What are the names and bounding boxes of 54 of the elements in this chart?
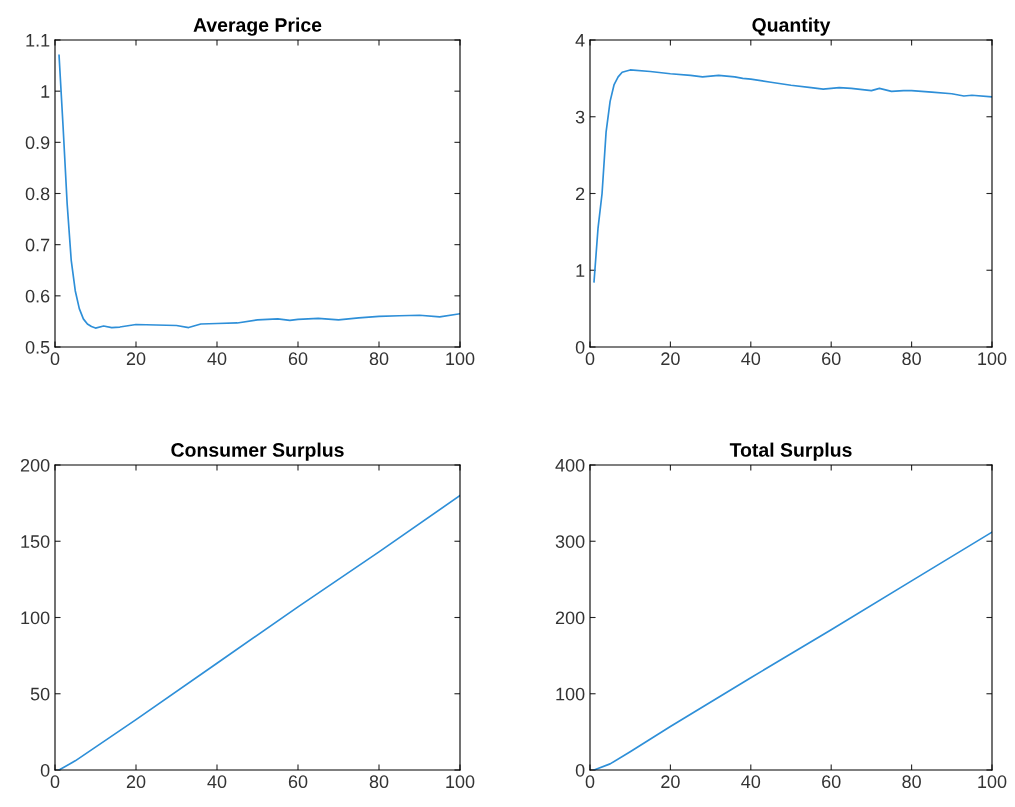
x-tick-label: 80 — [369, 775, 389, 789]
y-tick-label: 1.1 — [26, 34, 50, 47]
y-tick-label: 200 — [20, 458, 50, 472]
y-tick-label: 1 — [576, 264, 585, 277]
chart-title: Average Price — [193, 17, 322, 36]
x-tick-label: 100 — [978, 352, 1007, 366]
y-tick-label: 0.9 — [25, 136, 50, 150]
y-tick-label: 4 — [575, 34, 585, 47]
x-tick-label: 80 — [369, 352, 389, 366]
y-tick-label: 100 — [21, 611, 50, 625]
line-series — [593, 531, 992, 770]
x-tick-label: 40 — [207, 775, 227, 789]
y-tick-label: 2 — [576, 187, 585, 201]
x-tick-label: 100 — [446, 352, 475, 366]
x-tick-label: 40 — [741, 775, 761, 789]
x-tick-label: 20 — [126, 352, 146, 366]
x-tick-label: 0 — [585, 352, 595, 366]
chart-title: Total Surplus — [729, 442, 852, 461]
chart-title: Quantity — [752, 17, 831, 36]
y-tick-label: 0.5 — [25, 340, 50, 354]
y-tick-label: 150 — [21, 535, 50, 548]
y-tick-label: 0 — [575, 340, 585, 354]
x-tick-label: 20 — [661, 775, 680, 789]
chart-title: Consumer Surplus — [171, 442, 344, 461]
y-tick-label: 1 — [41, 85, 50, 98]
x-tick-label: 40 — [741, 352, 761, 366]
line-series — [593, 69, 992, 283]
x-tick-label: 80 — [902, 775, 921, 789]
x-tick-label: 60 — [288, 775, 308, 789]
y-tick-label: 0.7 — [25, 238, 50, 252]
x-tick-label: 60 — [288, 352, 308, 366]
x-tick-label: 20 — [126, 775, 146, 789]
x-tick-label: 60 — [822, 352, 841, 366]
y-tick-label: 100 — [556, 687, 585, 701]
x-tick-label: 0 — [50, 775, 60, 789]
y-tick-label: 0.8 — [25, 187, 50, 201]
y-tick-label: 400 — [555, 458, 585, 472]
y-tick-label: 200 — [555, 611, 585, 625]
y-tick-label: 300 — [555, 535, 585, 548]
x-tick-label: 0 — [585, 775, 595, 789]
y-tick-label: 50 — [30, 687, 50, 701]
x-tick-label: 20 — [661, 352, 680, 366]
x-tick-label: 100 — [978, 775, 1007, 789]
x-tick-label: 60 — [822, 775, 841, 789]
y-tick-label: 0 — [40, 763, 50, 777]
x-tick-label: 40 — [207, 352, 227, 366]
y-tick-label: 3 — [575, 110, 585, 124]
y-tick-label: 0 — [575, 763, 585, 777]
x-tick-label: 0 — [50, 352, 60, 366]
x-tick-label: 80 — [902, 352, 921, 366]
x-tick-label: 100 — [446, 775, 475, 789]
y-tick-label: 0.6 — [25, 289, 50, 303]
line-series — [58, 494, 460, 770]
line-series — [58, 54, 460, 329]
